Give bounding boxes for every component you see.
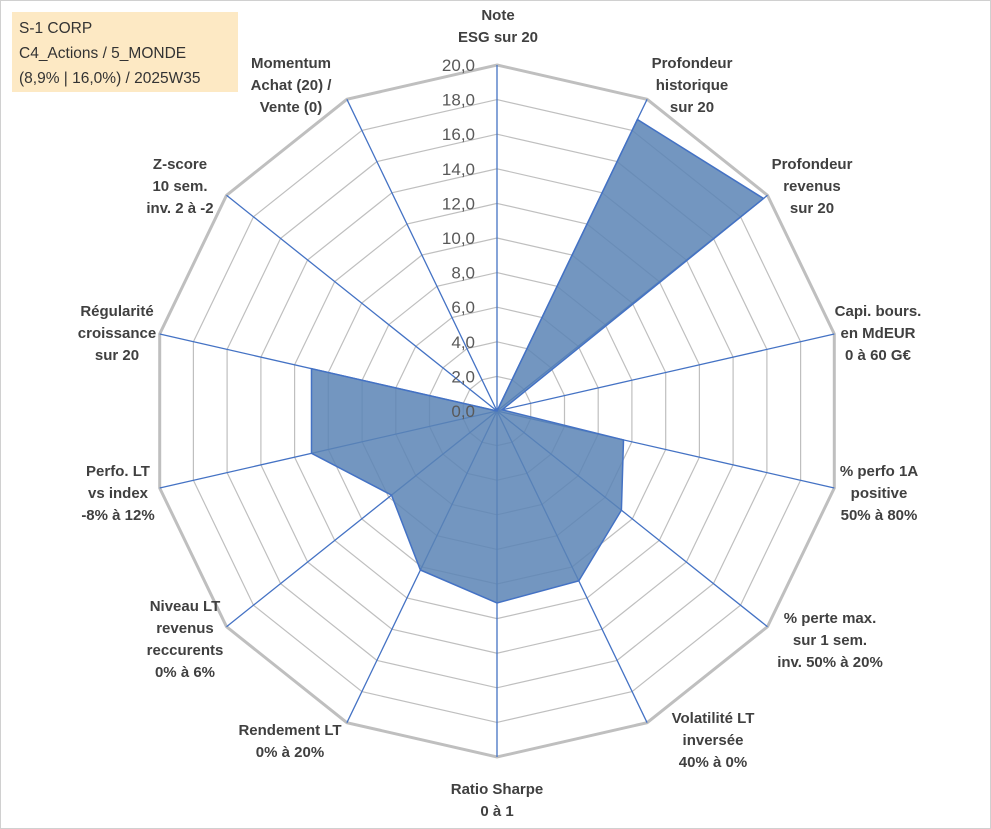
tick-label: 14,0 bbox=[442, 160, 475, 179]
axis-spoke bbox=[346, 99, 498, 412]
company-name: S-1 CORP bbox=[19, 20, 93, 37]
tick-label: 6,0 bbox=[451, 298, 475, 317]
category-label: Capi. bours. en MdEUR 0 à 60 G€ bbox=[835, 303, 922, 364]
category-label-line: Vente (0) bbox=[260, 99, 323, 116]
category-label-line: Capi. bours. bbox=[835, 303, 922, 320]
category-label-line: Profondeur bbox=[772, 156, 853, 173]
tick-label: 18,0 bbox=[442, 91, 475, 110]
stats-label: (8,9% | 16,0%) / 2025W35 bbox=[19, 70, 201, 87]
tick-label: 16,0 bbox=[442, 125, 475, 144]
category-label-line: -8% à 12% bbox=[81, 507, 154, 524]
tick-label: 2,0 bbox=[451, 367, 475, 386]
category-label-line: 0% à 6% bbox=[155, 664, 215, 681]
category-label-line: inversée bbox=[683, 732, 744, 749]
info-box: S-1 CORP C4_Actions / 5_MONDE (8,9% | 16… bbox=[12, 12, 238, 92]
category-label-line: sur 20 bbox=[790, 200, 834, 217]
radar-series bbox=[310, 118, 765, 604]
category-label-line: Volatilité LT bbox=[672, 710, 755, 727]
category-label-line: en MdEUR bbox=[841, 325, 916, 342]
category-label-line: Régularité bbox=[80, 303, 153, 320]
category-label: C4_Actions / 5_MONDE bbox=[19, 45, 187, 62]
tick-label: 20,0 bbox=[442, 56, 475, 75]
category-label-line: 0 à 60 G€ bbox=[845, 347, 912, 364]
tick-label: 0,0 bbox=[451, 402, 475, 421]
category-label-line: sur 20 bbox=[670, 99, 714, 116]
tick-label: 10,0 bbox=[442, 229, 475, 248]
category-label-line: Z-score bbox=[153, 156, 207, 173]
category-label-line: % perte max. bbox=[784, 610, 877, 627]
category-label-line: Niveau LT bbox=[150, 598, 221, 615]
category-label-line: 0 à 1 bbox=[480, 803, 513, 820]
category-label-line: Note bbox=[481, 7, 514, 24]
axis-spoke bbox=[496, 333, 835, 412]
category-label-line: Perfo. LT bbox=[86, 463, 150, 480]
category-label-line: 40% à 0% bbox=[679, 754, 747, 771]
category-label-line: sur 20 bbox=[95, 347, 139, 364]
category-labels: Note ESG sur 20 Profondeur historique sur 20… bbox=[78, 7, 922, 820]
category-label: Profondeur revenus sur 20 bbox=[772, 156, 853, 217]
category-label-line: inv. 50% à 20% bbox=[777, 654, 883, 671]
category-label-line: % perfo 1A bbox=[840, 463, 919, 480]
category-label-line: revenus bbox=[783, 178, 841, 195]
category-label-line: vs index bbox=[88, 485, 149, 502]
category-label-line: sur 1 sem. bbox=[793, 632, 867, 649]
tick-label: 4,0 bbox=[451, 333, 475, 352]
category-label-line: positive bbox=[851, 485, 908, 502]
category-label: Ratio Sharpe 0 à 1 bbox=[451, 781, 544, 820]
category-label: Régularité croissance sur 20 bbox=[78, 303, 156, 364]
category-label-line: croissance bbox=[78, 325, 156, 342]
category-label-line: Rendement LT bbox=[238, 722, 341, 739]
category-label-line: historique bbox=[656, 77, 729, 94]
category-label-line: Ratio Sharpe bbox=[451, 781, 544, 798]
axis-spoke bbox=[226, 194, 498, 412]
category-label: Profondeur historique sur 20 bbox=[652, 55, 733, 116]
series-area bbox=[310, 118, 765, 604]
tick-label: 8,0 bbox=[451, 264, 475, 283]
category-label: Rendement LT 0% à 20% bbox=[238, 722, 341, 761]
category-label-line: ESG sur 20 bbox=[458, 29, 538, 46]
category-label-line: inv. 2 à -2 bbox=[146, 200, 213, 217]
category-label: Volatilité LT inversée 40% à 0% bbox=[672, 710, 755, 771]
category-label: Note ESG sur 20 bbox=[458, 7, 538, 46]
category-label-line: Achat (20) / bbox=[251, 77, 333, 94]
category-label: Z-score 10 sem. inv. 2 à -2 bbox=[146, 156, 213, 217]
category-label-line: 10 sem. bbox=[152, 178, 207, 195]
category-label: % perfo 1A positive 50% à 80% bbox=[840, 463, 919, 524]
category-label-line: reccurents bbox=[147, 642, 224, 659]
category-label-line: revenus bbox=[156, 620, 214, 637]
category-label-line: 0% à 20% bbox=[256, 744, 324, 761]
radial-tick-labels: 0,0 2,0 4,0 6,0 8,0 10,0 12,0 14,0 16,0 18,0 20,0 bbox=[442, 56, 475, 421]
category-label-line: Momentum bbox=[251, 55, 331, 72]
category-label-line: 50% à 80% bbox=[841, 507, 918, 524]
category-label: Niveau LT revenus reccurents 0% à 6% bbox=[147, 598, 224, 681]
tick-label: 12,0 bbox=[442, 194, 475, 213]
category-label: % perte max. sur 1 sem. inv. 50% à 20% bbox=[777, 610, 883, 671]
category-label-line: Profondeur bbox=[652, 55, 733, 72]
category-label: Momentum Achat (20) / Vente (0) bbox=[251, 55, 333, 116]
category-label: Perfo. LT vs index -8% à 12% bbox=[81, 463, 154, 524]
